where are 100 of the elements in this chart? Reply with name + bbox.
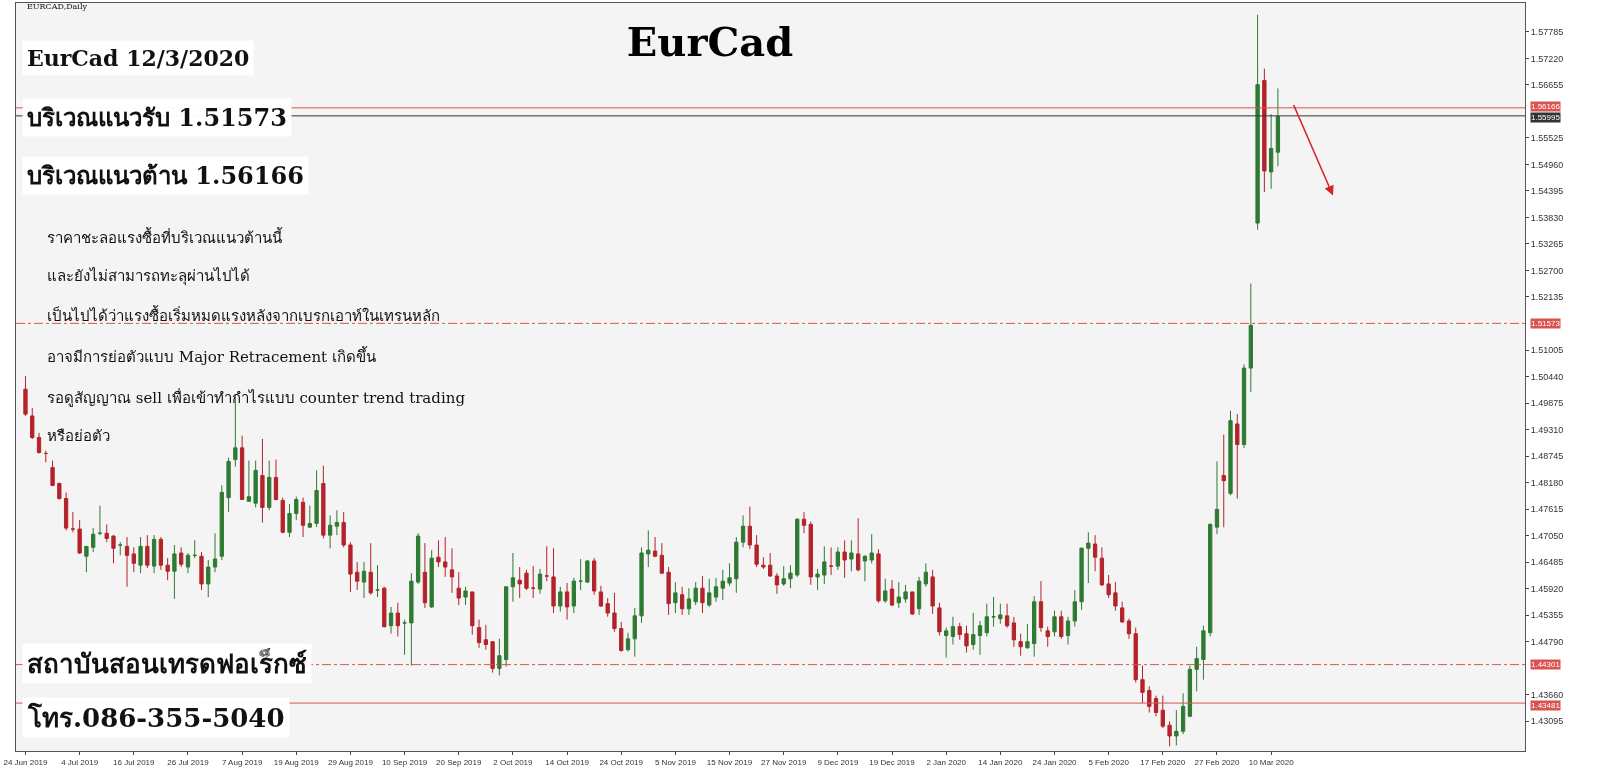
candlestick xyxy=(179,546,184,568)
candlestick xyxy=(1228,410,1233,496)
candlestick xyxy=(1099,546,1105,587)
x-tick-label: 10 Sep 2019 xyxy=(381,757,428,767)
y-tick-label: 1.49875 xyxy=(1530,398,1564,409)
candlestick xyxy=(1268,113,1274,190)
x-tick-label: 2 Jan 2020 xyxy=(926,757,967,767)
candlestick xyxy=(1201,625,1206,681)
candlestick xyxy=(788,564,793,589)
candlestick xyxy=(1248,283,1253,393)
candlestick xyxy=(950,616,956,645)
candlestick xyxy=(1167,720,1172,747)
candlestick xyxy=(476,619,482,649)
candlestick xyxy=(862,554,868,582)
ref-line-label: 1.44301 xyxy=(1531,660,1561,669)
candlestick xyxy=(368,542,373,596)
candlestick xyxy=(124,536,130,588)
candlestick xyxy=(219,484,224,561)
candlestick xyxy=(1004,603,1010,629)
candlestick xyxy=(1106,574,1111,599)
candlestick xyxy=(253,460,258,508)
candlestick xyxy=(781,565,786,587)
y-tick-label: 1.55525 xyxy=(1530,133,1564,144)
candlestick xyxy=(267,460,272,511)
candlestick xyxy=(463,586,468,606)
annotation: อาจมีการย่อตัวแบบ Major Retracement เกิดขึ้น xyxy=(47,346,376,366)
candlestick xyxy=(355,561,360,591)
candlestick xyxy=(490,641,495,674)
candlestick xyxy=(395,602,400,637)
candlestick xyxy=(1086,531,1091,584)
candlestick xyxy=(585,559,590,584)
candlestick xyxy=(707,578,712,608)
candlestick xyxy=(1147,685,1152,714)
candlestick xyxy=(375,564,380,598)
candlestick xyxy=(1214,460,1220,535)
y-tick-label: 1.54960 xyxy=(1530,159,1564,170)
candlestick xyxy=(1262,68,1267,193)
candlestick xyxy=(334,509,340,536)
candlestick xyxy=(443,536,448,578)
x-tick-label: 24 Jun 2019 xyxy=(3,757,49,767)
x-tick-label: 10 Mar 2020 xyxy=(1248,757,1295,767)
candlestick xyxy=(801,511,807,534)
candlestick xyxy=(1025,623,1030,650)
candlestick xyxy=(57,482,62,500)
candlestick xyxy=(774,572,780,595)
candlestick xyxy=(300,497,306,538)
ref-line-label: 1.51573 xyxy=(1531,319,1561,328)
candlestick xyxy=(1079,546,1084,611)
candlestick xyxy=(856,517,861,572)
candlestick xyxy=(1133,627,1138,683)
candlestick xyxy=(138,536,143,574)
candlestick xyxy=(111,534,116,564)
candlestick xyxy=(612,592,617,633)
candlestick xyxy=(808,521,813,586)
y-tick-label: 1.45920 xyxy=(1530,583,1564,594)
candlestick xyxy=(998,603,1003,625)
candlestick xyxy=(754,534,759,568)
candlestick xyxy=(1018,633,1023,657)
candlestick xyxy=(104,523,109,543)
x-tick-label: 24 Oct 2019 xyxy=(599,757,644,767)
candlestick xyxy=(30,407,35,440)
candlestick xyxy=(652,536,658,558)
annotation: เป็นไปได้ว่าแรงซื้อเริ่มหมดแรงหลังจากเบรกเอาท์ในเทรนหลัก xyxy=(47,305,440,325)
candlestick xyxy=(456,571,461,606)
candlestick xyxy=(63,491,69,531)
candlestick xyxy=(795,517,800,578)
y-tick-label: 1.52700 xyxy=(1530,265,1564,276)
y-tick-label: 1.45355 xyxy=(1530,610,1564,621)
candlestick xyxy=(436,539,441,568)
candlestick xyxy=(1065,616,1071,645)
candlestick xyxy=(639,546,644,624)
candlestick xyxy=(896,581,901,609)
candlestick xyxy=(889,579,895,607)
x-tick-label: 27 Nov 2019 xyxy=(761,757,807,767)
candlestick xyxy=(151,534,157,574)
candlestick xyxy=(449,547,455,594)
candlestick xyxy=(23,375,28,417)
candlestick xyxy=(497,638,502,676)
candlestick xyxy=(944,627,949,659)
annotation: บริเวณแนวต้าน 1.56166 xyxy=(27,161,304,190)
candlestick xyxy=(1011,616,1017,648)
candlestick xyxy=(314,469,319,528)
annotation: หรือย่อตัว xyxy=(47,427,110,445)
candlestick xyxy=(1275,87,1281,167)
candlestick xyxy=(916,576,922,616)
x-tick-label: 4 Jul 2019 xyxy=(61,757,99,767)
candlestick xyxy=(740,514,746,548)
candlestick xyxy=(280,497,285,534)
candlestick xyxy=(307,505,312,528)
candlestick xyxy=(666,566,671,616)
candlestick xyxy=(206,559,211,598)
candlestick xyxy=(761,556,766,570)
candlestick xyxy=(321,465,326,539)
candlestick xyxy=(747,506,753,550)
candlestick xyxy=(429,549,434,609)
candlestick xyxy=(415,532,421,585)
candlestick xyxy=(713,577,719,603)
candlestick xyxy=(964,625,969,653)
candlestick xyxy=(646,529,651,568)
candlestick xyxy=(77,519,82,555)
